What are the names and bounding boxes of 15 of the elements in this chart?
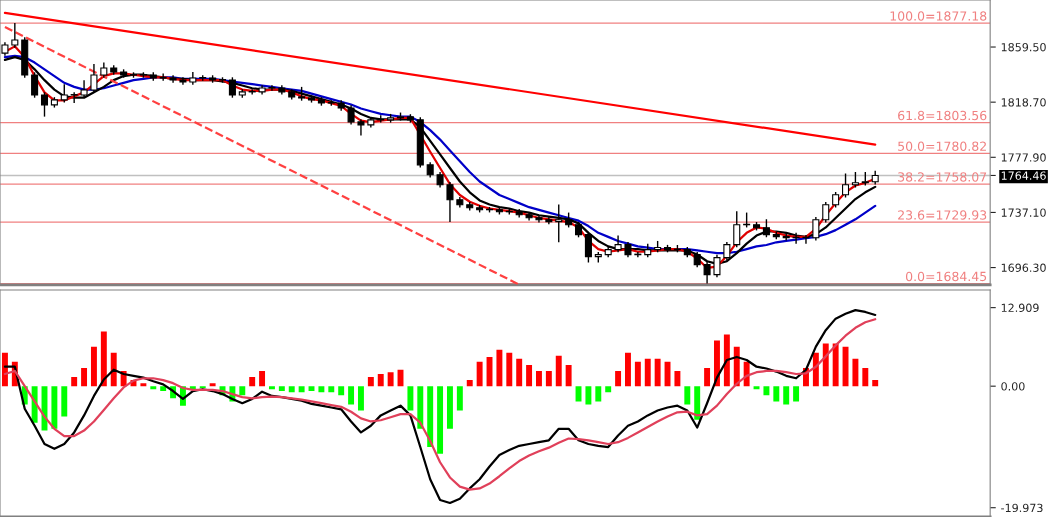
y-tick-label: 1764.46 <box>1001 171 1046 180</box>
y-tick-label: -19.973 <box>1001 503 1043 513</box>
ref-line-label: 100.0=1877.18 <box>890 11 987 21</box>
ref-line-label: 50.0=1780.82 <box>898 141 986 151</box>
ref-line-label: 0.0=1684.45 <box>905 271 987 282</box>
y-tick-label: 12.909 <box>1001 303 1039 313</box>
y-tick-label: 0.00 <box>1001 382 1025 391</box>
y-tick-label: 1696.30 <box>1001 263 1046 272</box>
ref-line-label: 61.8=1803.56 <box>898 110 987 121</box>
ref-line-label: 23.6=1729.93 <box>898 210 987 220</box>
y-tick-label: 1818.70 <box>1001 98 1046 107</box>
ref-line-label: 38.2=1758.07 <box>898 172 987 182</box>
y-tick-label: 1737.10 <box>1001 208 1046 217</box>
y-tick-label: 1777.90 <box>1001 153 1046 162</box>
y-tick-label: 1859.50 <box>1001 43 1046 52</box>
